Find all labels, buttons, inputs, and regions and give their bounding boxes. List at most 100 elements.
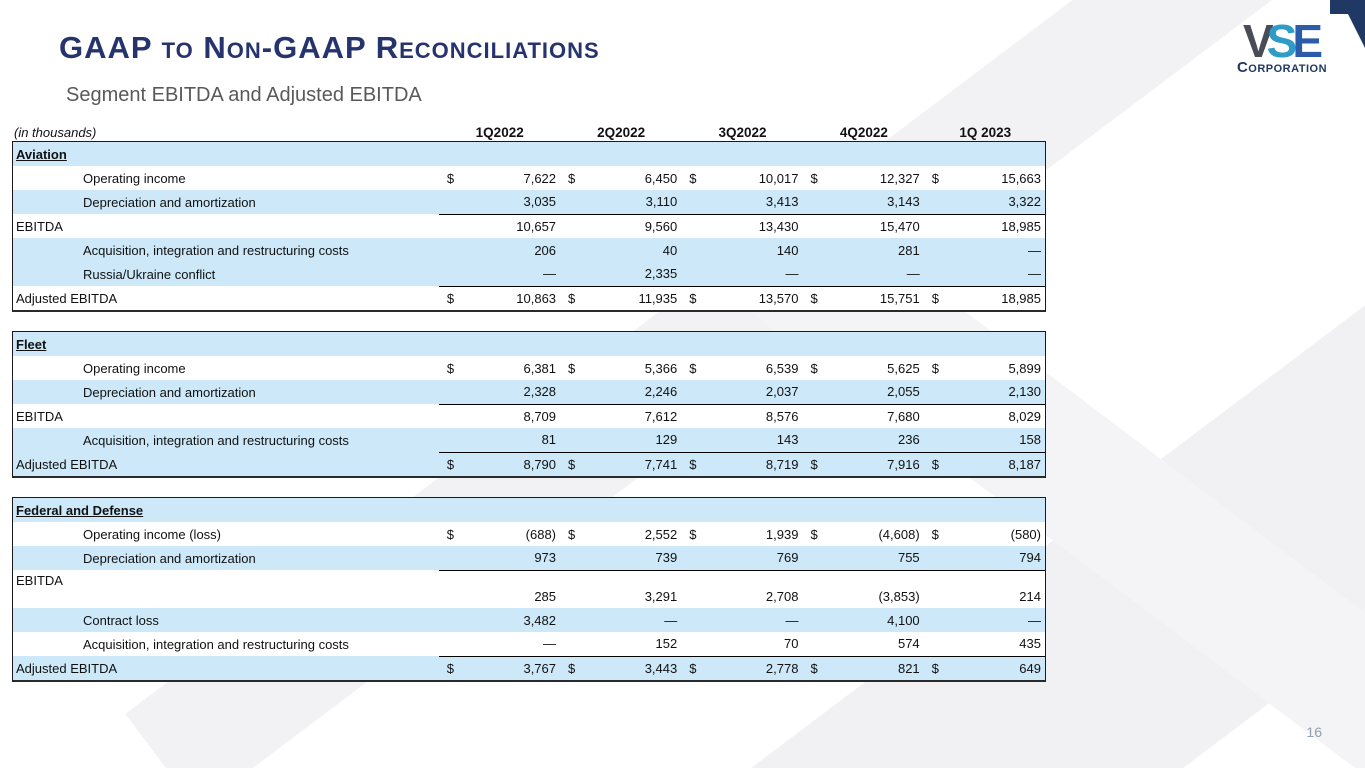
- row-label: EBITDA: [16, 218, 63, 234]
- dollar-sign: [681, 428, 708, 453]
- value-cell: 2,552: [644, 526, 678, 542]
- dollar-sign: [802, 190, 829, 215]
- dollar-sign: [438, 190, 465, 215]
- value-cell: 10,863: [516, 290, 557, 306]
- row-label: Contract loss: [13, 608, 439, 632]
- dollar-sign: $: [446, 360, 455, 376]
- value-cell: 3,291: [644, 589, 678, 604]
- value-cell: —: [707, 262, 803, 287]
- row-label: Acquisition, integration and restructuri…: [13, 428, 439, 452]
- dollar-sign: [802, 262, 829, 287]
- value-cell: 3,035: [464, 190, 561, 215]
- value-cell: 7,741: [586, 452, 682, 476]
- value-cell: 2,246: [586, 380, 682, 405]
- dollar-sign: $: [810, 526, 818, 542]
- dollar-sign: [560, 546, 587, 571]
- dollar-sign: [439, 214, 465, 238]
- page-number: 16: [1306, 724, 1322, 740]
- dollar-sign: $: [802, 656, 829, 680]
- value-cell: 3,322: [949, 190, 1045, 215]
- value-cell: 70: [707, 632, 803, 657]
- logo-letter-v: V: [1242, 15, 1274, 67]
- table-row: Operating income $6,381 $5,366 $6,539 $5,625…: [13, 356, 1045, 380]
- dollar-sign: $: [689, 526, 697, 542]
- dollar-sign: $: [802, 452, 829, 476]
- value-cell: —: [464, 632, 561, 657]
- value-cell: 206: [464, 238, 561, 262]
- dollar-sign: [560, 570, 586, 608]
- row-label: Adjusted EBITDA: [13, 452, 439, 476]
- value-cell: 2,328: [464, 380, 561, 405]
- table-row: Russia/Ukraine conflict — 2,335 — — —: [13, 262, 1045, 287]
- table-row: EBITDA 285 3,291 2,708 (3,853) 214: [13, 570, 1045, 608]
- dollar-sign: [560, 632, 587, 657]
- section-name: Fleet: [13, 332, 1045, 356]
- value-cell: 3,143: [828, 190, 924, 215]
- value-cell: 143: [707, 428, 803, 453]
- table-row: Adjusted EBITDA $8,790 $7,741 $8,719 $7,916 $…: [13, 452, 1045, 476]
- dollar-sign: [802, 214, 828, 238]
- dollar-sign: $: [438, 452, 465, 476]
- dollar-sign: $: [446, 170, 455, 186]
- value-cell: 129: [586, 428, 682, 453]
- dollar-sign: $: [568, 170, 576, 186]
- value-cell: 13,570: [758, 290, 799, 306]
- dollar-sign: $: [560, 656, 587, 680]
- row-label: Operating income (loss): [83, 526, 221, 542]
- table-row: Acquisition, integration and restructuri…: [13, 632, 1045, 657]
- value-cell: 8,187: [949, 452, 1045, 476]
- slide-subtitle: Segment EBITDA and Adjusted EBITDA: [66, 84, 422, 106]
- dollar-sign: [438, 380, 465, 405]
- value-cell: 18,985: [1001, 218, 1041, 234]
- value-cell: 8,790: [464, 452, 561, 476]
- value-cell: 5,625: [887, 360, 920, 376]
- value-cell: 11,935: [638, 290, 678, 306]
- table-row: Acquisition, integration and restructuri…: [13, 428, 1045, 453]
- dollar-sign: [802, 404, 828, 428]
- dollar-sign: [923, 190, 950, 215]
- value-cell: 2,708: [765, 589, 799, 604]
- dollar-sign: [560, 238, 587, 262]
- value-cell: 8,719: [707, 452, 803, 476]
- table-row: Depreciation and amortization 973 739 769 75…: [13, 546, 1045, 571]
- value-cell: 8,029: [1008, 408, 1041, 424]
- dollar-sign: $: [446, 526, 455, 542]
- value-cell: 3,482: [464, 608, 561, 632]
- value-cell: 4,100: [828, 608, 924, 632]
- dollar-sign: [438, 608, 465, 632]
- section-name: Federal and Defense: [13, 498, 1045, 522]
- dollar-sign: [560, 404, 586, 428]
- value-cell: 3,413: [707, 190, 803, 215]
- table-row: Operating income (loss) $ (688) $2,552 $1,93…: [13, 522, 1045, 546]
- dollar-sign: [681, 214, 707, 238]
- column-header: 3Q2022: [718, 125, 767, 140]
- column-header: 2Q2022: [597, 125, 646, 140]
- logo-letter-e: E: [1292, 15, 1323, 67]
- value-cell: —: [949, 238, 1045, 262]
- value-cell: 973: [464, 546, 561, 571]
- column-header: 1Q2022: [475, 125, 524, 140]
- row-label: Depreciation and amortization: [13, 380, 439, 404]
- dollar-sign: $: [931, 360, 939, 376]
- reconciliation-tables: (in thousands) 1Q2022 2Q2022 3Q2022 4Q20…: [12, 118, 1046, 701]
- dollar-sign: $: [568, 526, 576, 542]
- value-cell: —: [586, 608, 682, 632]
- value-cell: 769: [707, 546, 803, 571]
- row-label: Acquisition, integration and restructuri…: [13, 238, 439, 262]
- value-cell: 435: [949, 632, 1045, 657]
- dollar-sign: [681, 546, 708, 571]
- vse-logo-letters: VSE: [1217, 18, 1347, 64]
- dollar-sign: $: [810, 360, 818, 376]
- value-cell: —: [464, 262, 561, 287]
- dollar-sign: [560, 380, 587, 405]
- segment-table-aviation: Aviation Operating income $7,622 $6,450 $10,…: [12, 141, 1046, 312]
- dollar-sign: [681, 380, 708, 405]
- dollar-sign: $: [923, 656, 950, 680]
- dollar-sign: [923, 380, 950, 405]
- dollar-sign: $: [689, 170, 697, 186]
- row-label: EBITDA: [16, 573, 63, 588]
- dollar-sign: [802, 608, 829, 632]
- value-cell: 5,366: [644, 360, 678, 376]
- value-cell: 6,450: [644, 170, 678, 186]
- dollar-sign: [802, 632, 829, 657]
